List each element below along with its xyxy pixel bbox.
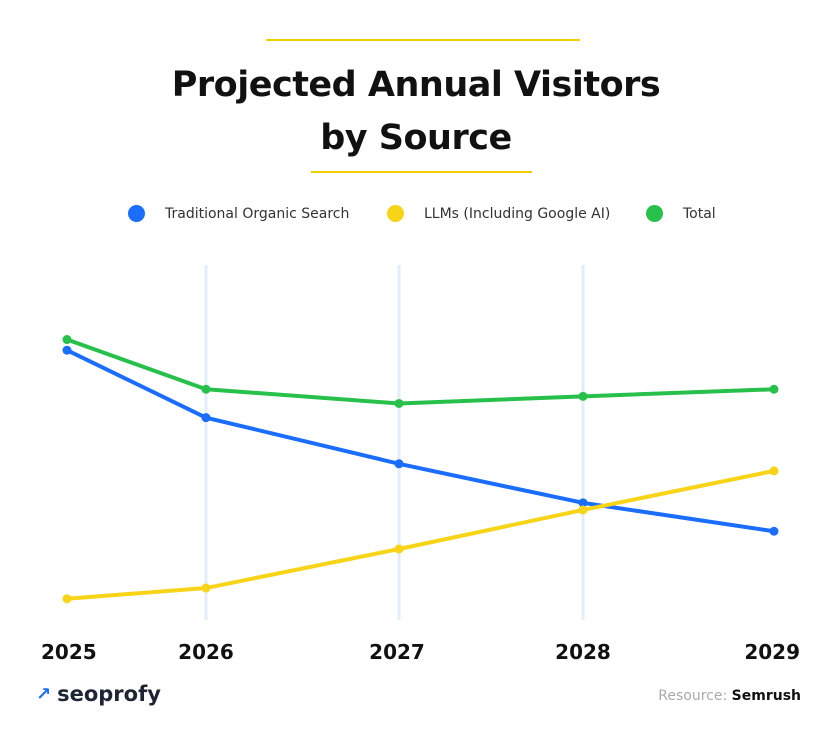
title-top-rule [266, 39, 580, 41]
x-tick-label: 2028 [555, 640, 611, 664]
point-organic-2026 [201, 413, 211, 423]
legend-label-llm: LLMs (Including Google AI) [424, 205, 611, 222]
point-organic-2025 [62, 345, 72, 355]
series-line-total [66, 337, 775, 406]
legend-dot-llm [387, 205, 404, 222]
source-credit: Resource: Semrush [658, 688, 801, 704]
arrow-up-right-icon: ↗ [36, 683, 52, 705]
x-tick-label: 2027 [369, 640, 425, 664]
x-tick-label: 2025 [41, 640, 97, 664]
point-llm-2026 [201, 583, 211, 593]
chart-title-line2: by Source [320, 118, 512, 158]
point-llm-2028 [578, 505, 588, 515]
legend-organic: Traditional Organic Search [128, 205, 349, 222]
point-total-2028 [578, 391, 588, 401]
point-llm-2025 [62, 594, 72, 604]
point-total-2027 [394, 398, 404, 408]
point-organic-2028 [578, 498, 588, 508]
point-total-2025 [62, 335, 72, 345]
chart-title-line1: Projected Annual Visitors [171, 65, 661, 105]
series-line-llm [66, 468, 775, 601]
seoprofy-logo: ↗ seoprofy [36, 682, 161, 706]
legend-dot-total [646, 205, 663, 222]
point-llm-2029 [769, 466, 779, 476]
legend-total: Total [646, 205, 716, 222]
point-organic-2029 [769, 526, 779, 536]
source-value: Semrush [731, 688, 801, 704]
legend-llm: LLMs (Including Google AI) [387, 205, 610, 222]
logo-text: seoprofy [57, 682, 161, 706]
source-label: Resource: [658, 688, 728, 704]
x-tick-label: 2026 [178, 640, 234, 664]
legend-dot-organic [128, 205, 145, 222]
point-total-2026 [201, 384, 211, 394]
x-tick-label: 2029 [744, 640, 800, 664]
title-bottom-rule [311, 171, 532, 173]
legend-label-organic: Traditional Organic Search [165, 205, 350, 222]
point-total-2029 [769, 384, 779, 394]
point-llm-2027 [394, 544, 404, 554]
point-organic-2027 [394, 459, 404, 469]
legend-label-total: Total [683, 205, 716, 222]
